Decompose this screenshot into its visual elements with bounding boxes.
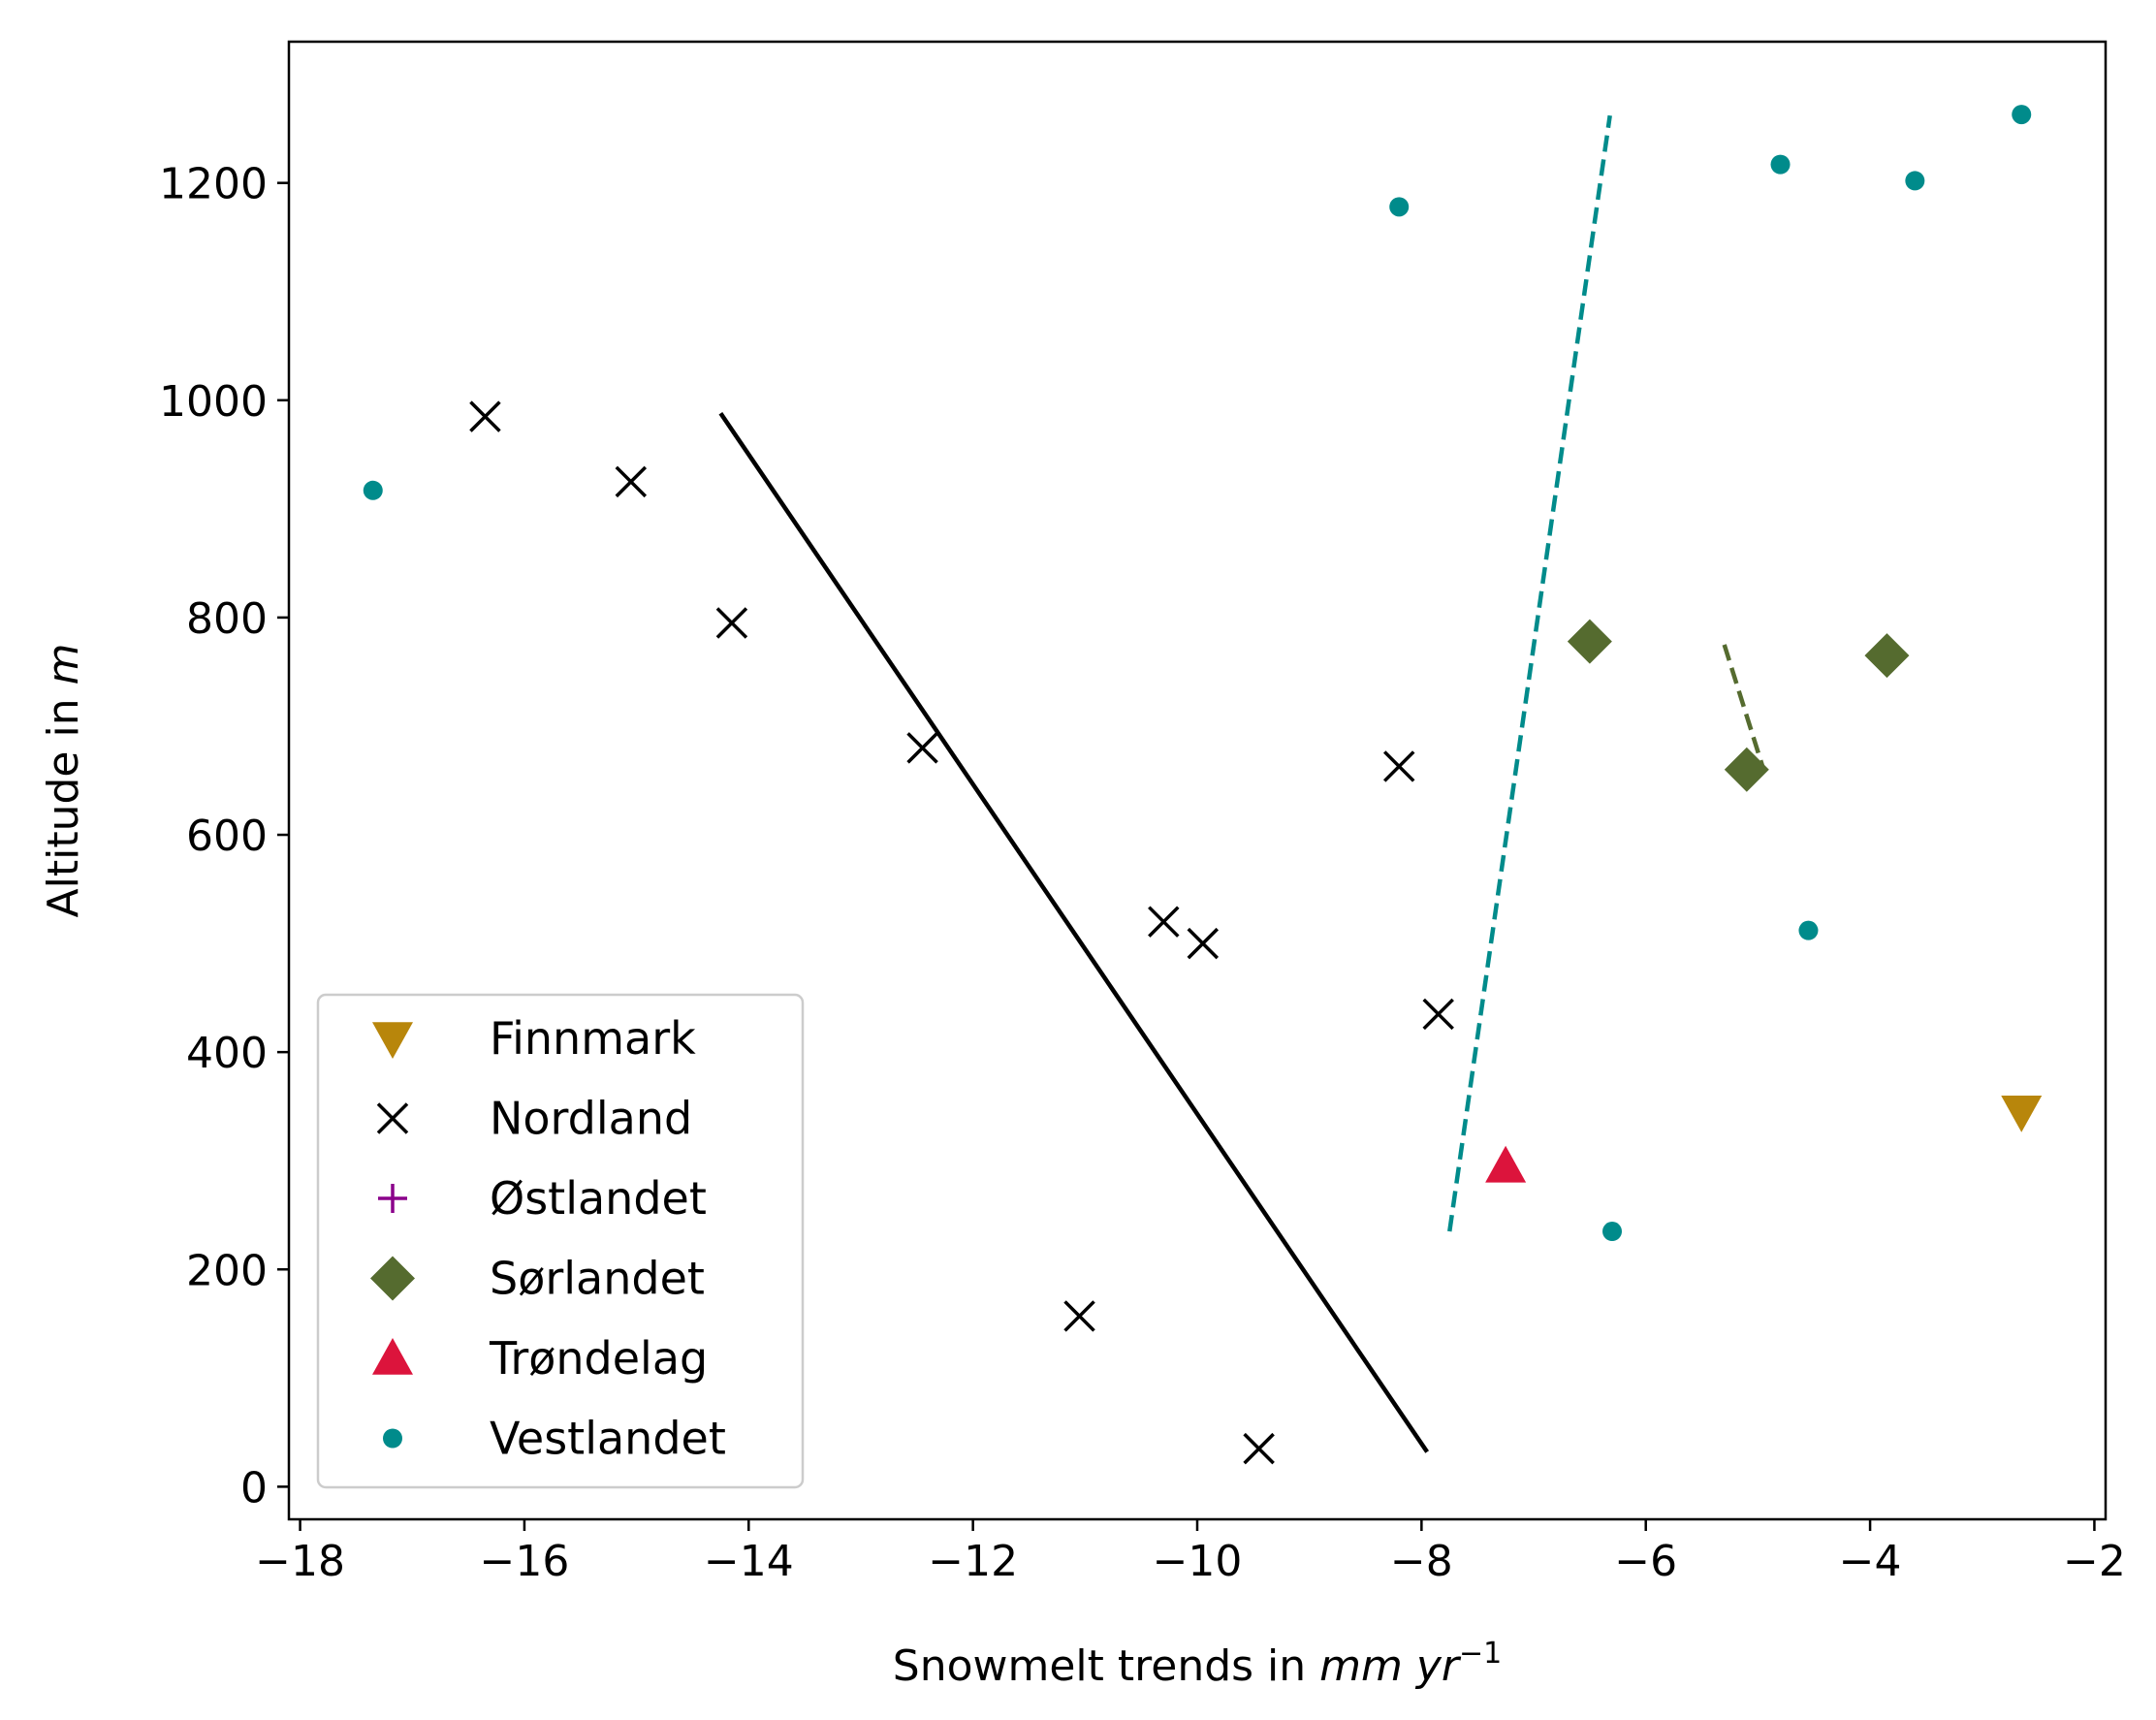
data-point-nordland <box>469 400 501 432</box>
data-point-vestlandet <box>1798 920 1819 940</box>
data-point-nordland <box>1187 927 1220 960</box>
y-tick-label: 1000 <box>159 377 268 427</box>
x-axis-title: Snowmelt trends in mm yr−1 <box>893 1637 1502 1691</box>
x-tick-label: −16 <box>479 1537 569 1586</box>
trend-line-vestlandet <box>1447 114 1612 1232</box>
legend: Finnmark Nordland Østlandet Sørlandet Trønde… <box>316 993 805 1489</box>
x-tick-label: −10 <box>1153 1537 1243 1586</box>
data-point-vestlandet <box>2012 105 2032 125</box>
data-point-vestlandet <box>1602 1222 1623 1242</box>
x-tick-label: −6 <box>1614 1537 1677 1586</box>
y-tick-label: 1200 <box>159 160 268 209</box>
trend-line-sørlandet <box>1722 644 1766 771</box>
legend-entry-østlandet: Østlandet <box>378 1172 707 1225</box>
legend-label: Finnmark <box>490 1012 696 1065</box>
legend-marker-x-icon <box>376 1102 409 1134</box>
x-tick-label: −14 <box>704 1537 794 1586</box>
y-axis-ticks: 0 200 400 600 800 1000 1200 <box>159 160 289 1513</box>
data-point-nordland <box>906 732 938 764</box>
legend-entry-sørlandet: Sørlandet <box>370 1253 705 1305</box>
y-tick-label: 200 <box>186 1246 268 1295</box>
legend-marker-diamond-icon <box>370 1256 415 1301</box>
data-point-nordland <box>1243 1432 1275 1465</box>
data-point-vestlandet <box>1770 154 1791 175</box>
data-point-finnmark <box>2001 1095 2043 1132</box>
data-point-sørlandet <box>1724 747 1769 792</box>
legend-entry-finnmark: Finnmark <box>372 1012 696 1065</box>
legend-marker-triangle-up-icon <box>372 1338 413 1375</box>
legend-label: Vestlandet <box>490 1413 726 1465</box>
x-tick-label: −18 <box>255 1537 345 1586</box>
data-point-vestlandet <box>1389 197 1410 217</box>
y-tick-label: 800 <box>186 594 268 644</box>
x-tick-label: −8 <box>1390 1537 1453 1586</box>
legend-label: Østlandet <box>490 1172 707 1225</box>
data-point-vestlandet <box>363 480 383 500</box>
legend-marker-dot-icon <box>383 1428 402 1449</box>
data-point-nordland <box>1148 906 1180 938</box>
data-point-vestlandet <box>1905 171 1925 191</box>
data-point-nordland <box>615 465 648 498</box>
legend-label: Sørlandet <box>490 1253 705 1305</box>
y-axis-title: Altitude in m <box>39 644 88 918</box>
legend-entry-nordland: Nordland <box>376 1093 692 1145</box>
data-points <box>363 105 2043 1465</box>
x-tick-label: −4 <box>1839 1537 1902 1586</box>
trend-line-nordland <box>718 411 1430 1453</box>
data-point-sørlandet <box>1567 619 1612 664</box>
x-tick-label: −12 <box>928 1537 1018 1586</box>
trend-lines <box>718 114 1766 1453</box>
legend-entry-trøndelag: Trøndelag <box>372 1332 708 1385</box>
x-axis-ticks: −18 −16 −14 −12 −10 −8 −6 −4 −2 <box>255 1519 2126 1586</box>
legend-label: Nordland <box>490 1093 692 1145</box>
legend-label: Trøndelag <box>489 1332 708 1385</box>
data-point-sørlandet <box>1864 633 1910 679</box>
data-point-trøndelag <box>1485 1145 1527 1183</box>
data-point-nordland <box>715 607 748 639</box>
data-point-nordland <box>1422 998 1454 1031</box>
data-point-nordland <box>1382 750 1415 782</box>
y-tick-label: 400 <box>186 1029 268 1078</box>
legend-box <box>316 993 805 1489</box>
x-tick-label: −2 <box>2063 1537 2126 1586</box>
data-point-nordland <box>1063 1300 1095 1332</box>
legend-marker-plus-icon <box>378 1184 407 1213</box>
y-tick-label: 600 <box>186 812 268 861</box>
y-tick-label: 0 <box>240 1463 268 1513</box>
legend-entry-vestlandet: Vestlandet <box>383 1413 726 1465</box>
legend-marker-triangle-down-icon <box>372 1022 413 1059</box>
